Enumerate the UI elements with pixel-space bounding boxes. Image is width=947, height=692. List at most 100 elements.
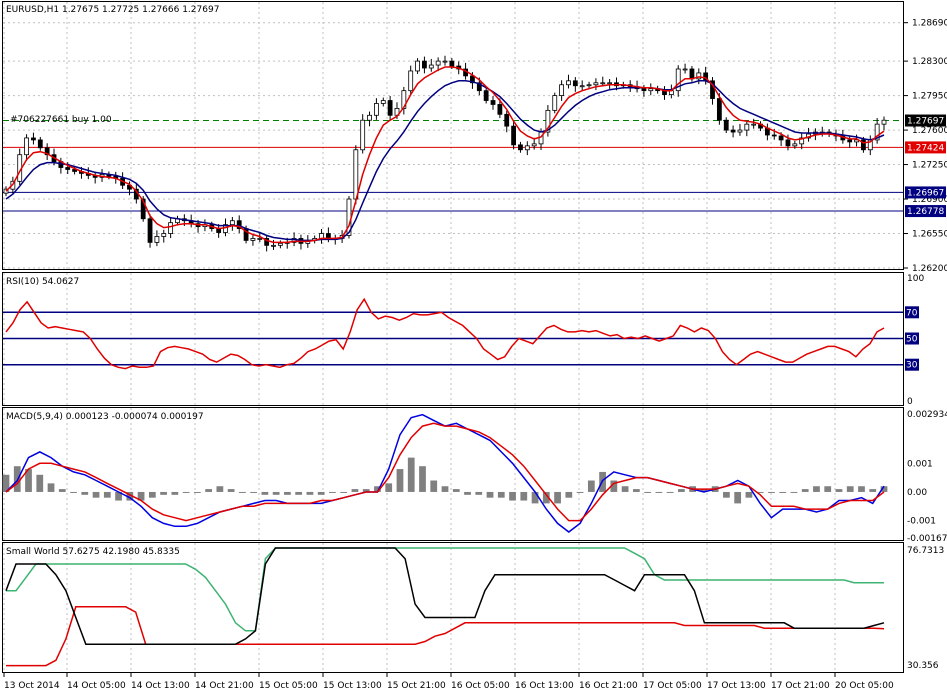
grid-lines <box>3 2 903 672</box>
macd-pane[interactable] <box>2 407 904 541</box>
candle-body <box>422 60 427 69</box>
candle-body <box>490 100 496 105</box>
ma-slow-line <box>5 80 885 242</box>
price-label: 1.27600 <box>912 126 947 136</box>
macd-histogram-bar <box>362 489 370 492</box>
macd-histogram-bar <box>700 489 708 492</box>
candle-body <box>641 88 647 92</box>
time-label: 14 Oct 05:00 <box>67 681 126 691</box>
macd-histogram-bar <box>250 491 258 493</box>
candle-body <box>408 70 414 92</box>
macd-histogram-bar <box>148 491 156 498</box>
smallworld-axis: 76.7313 30.356 <box>907 546 944 671</box>
rsi-axis: 100 70 50 30 0 <box>905 274 924 407</box>
candle-body <box>778 135 784 141</box>
macd-histogram-bar <box>542 491 550 504</box>
macd-histogram-bar <box>452 489 460 492</box>
candle-body <box>524 145 530 151</box>
candle-body <box>874 123 880 141</box>
macd-histogram-bar <box>441 486 449 492</box>
candle-body <box>154 236 160 243</box>
macd-histogram-bar <box>205 489 212 492</box>
smallworld-pane[interactable] <box>2 542 904 673</box>
macd-histogram-bar <box>464 491 471 495</box>
macd-histogram-bar <box>193 491 201 493</box>
macd-axis-label: 0.002934 <box>907 410 947 420</box>
macd-axis-label: 0.00 <box>907 488 927 498</box>
candle-body <box>428 64 434 69</box>
macd-histogram-bar <box>666 491 674 493</box>
candle-body <box>415 60 420 72</box>
time-label: 16 Oct 13:00 <box>515 681 574 691</box>
macd-histogram-bar <box>621 486 629 492</box>
candle-body <box>559 84 565 96</box>
candle-body <box>483 90 489 101</box>
candle-body <box>511 125 516 146</box>
macd-histogram-bar <box>565 491 573 498</box>
candle-body <box>277 242 283 246</box>
macd-histogram-bar <box>374 486 381 492</box>
time-label: 15 Oct 05:00 <box>259 681 318 691</box>
rsi-level-label: 30 <box>906 361 918 371</box>
candle-body <box>257 238 263 240</box>
candle-body <box>545 109 551 133</box>
macd-histogram-bar <box>497 491 505 498</box>
rsi-pane[interactable] <box>2 272 904 406</box>
macd-histogram-bar <box>801 489 809 492</box>
candle-body <box>552 95 558 111</box>
candle-body <box>799 137 805 145</box>
candle-body <box>716 98 722 121</box>
macd-histogram-bar <box>295 491 303 495</box>
candle-body <box>367 114 372 121</box>
time-label: 17 Oct 05:00 <box>643 681 702 691</box>
candle-body <box>504 113 510 127</box>
candle-body <box>140 198 146 220</box>
rsi-level-box <box>905 332 919 345</box>
price-label: 1.27250 <box>912 161 947 171</box>
main-pane[interactable] <box>2 1 904 270</box>
time-label: 17 Oct 21:00 <box>771 681 830 691</box>
macd-histogram-bar <box>779 491 787 493</box>
macd-histogram-bar <box>768 491 775 493</box>
ma-fast-line <box>5 66 885 244</box>
macd-histogram-bar <box>419 466 426 492</box>
macd-histogram-bar <box>306 491 314 495</box>
candle-body <box>168 222 174 234</box>
macd-histogram-bar <box>813 486 820 492</box>
macd-histogram-bar <box>261 491 269 495</box>
macd-histogram-bar <box>756 491 764 493</box>
current-price-label-box <box>905 114 946 127</box>
macd-histogram-bar <box>407 457 415 492</box>
macd-axis-label: -0.001679 <box>907 534 947 544</box>
candle-body <box>476 82 482 92</box>
macd-histogram-bar <box>846 486 854 492</box>
macd-histogram-bar <box>723 491 730 498</box>
rsi-levels <box>3 311 903 366</box>
macd-histogram-bar <box>182 491 190 493</box>
macd-histogram-bar <box>216 486 224 492</box>
candle-body <box>353 149 359 200</box>
macd-title: MACD(5,9,4) 0.000123 -0.000074 0.000197 <box>6 412 204 422</box>
level2-label-box <box>905 205 946 218</box>
price-label: 1.28300 <box>912 57 947 67</box>
macd-histogram-bar <box>329 491 336 493</box>
macd-histogram-bar <box>880 486 888 492</box>
macd-histogram-bar <box>396 469 404 492</box>
candle-body <box>24 137 29 156</box>
level1-label-box <box>905 186 946 199</box>
candle-body <box>730 129 736 133</box>
candle-body <box>723 119 729 131</box>
candle-body <box>566 80 571 86</box>
rsi-axis-label: 0 <box>907 397 913 407</box>
macd-histogram-bar <box>869 489 877 492</box>
macd-histogram-bar <box>115 491 122 501</box>
macd-histogram-bar <box>430 480 438 492</box>
candle-body <box>771 134 777 137</box>
time-label: 15 Oct 13:00 <box>323 681 382 691</box>
macd-histogram-bar <box>171 491 179 495</box>
candle-body <box>449 60 455 67</box>
candle-body <box>696 72 702 80</box>
price-label: 1.26900 <box>912 195 947 205</box>
macd-histogram-bar <box>644 491 651 493</box>
macd-histogram-bar <box>475 491 483 495</box>
